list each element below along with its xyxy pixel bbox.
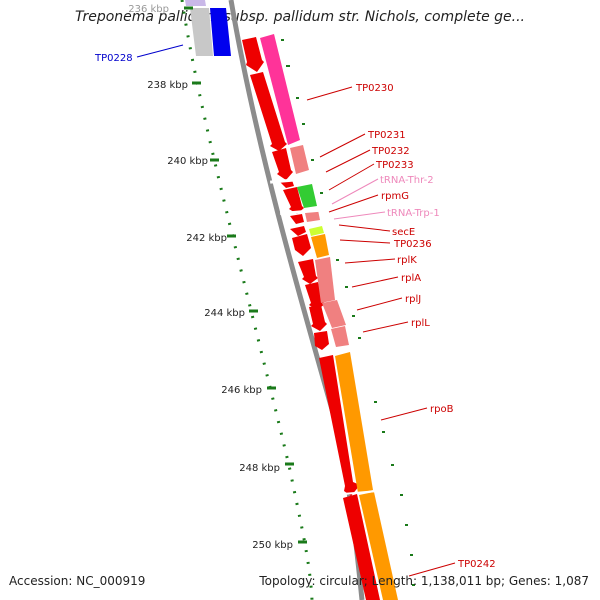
cds-arrow-rplL[interactable] <box>314 331 329 350</box>
trna-thr-2-block[interactable] <box>297 184 317 208</box>
feature-label[interactable]: rpmG <box>381 191 409 202</box>
feature-tp0228-block[interactable] <box>210 8 231 56</box>
feature-label[interactable]: tRNA-Trp-1 <box>387 208 440 219</box>
orange-block-rpoB[interactable] <box>335 352 373 493</box>
kbp-label: 242 kbp <box>186 233 227 244</box>
kbp-label: 238 kbp <box>147 80 188 91</box>
feature-label[interactable]: TP0231 <box>367 130 406 141</box>
gap <box>310 488 400 498</box>
feature-label[interactable]: TP0236 <box>393 239 432 250</box>
cds-arrow-rplK[interactable] <box>298 259 318 284</box>
feature-label[interactable]: rplA <box>401 273 421 284</box>
kbp-label: 250 kbp <box>252 540 293 551</box>
feature-label[interactable]: secE <box>392 227 415 238</box>
cds-arrow-tp0242[interactable] <box>343 494 380 600</box>
cds-arrow-tp0230[interactable] <box>242 37 264 72</box>
cds-arrow[interactable] <box>250 72 287 151</box>
cds-arrow-rpoB[interactable] <box>319 355 360 496</box>
rrna-block-tp0230[interactable] <box>260 34 300 145</box>
gap <box>270 175 331 184</box>
light-green-block[interactable] <box>309 226 324 236</box>
feature-label[interactable]: rplK <box>397 255 417 266</box>
light-block-tp0231[interactable] <box>290 145 309 174</box>
right-ticks <box>281 39 415 586</box>
kbp-label: 248 kbp <box>239 463 280 474</box>
cds-arrow-rplA[interactable] <box>305 282 325 310</box>
cds-arrow-rplJ[interactable] <box>309 305 327 331</box>
feature-label[interactable]: TP0232 <box>371 146 410 157</box>
feature-label[interactable]: TP0233 <box>375 160 414 171</box>
kbp-label: 236 kbp <box>128 4 169 15</box>
feature-label[interactable]: tRNA-Thr-2 <box>380 175 434 186</box>
light-block-rplK[interactable] <box>315 257 335 303</box>
accession-text: Accession: NC_000919 <box>9 574 146 588</box>
feature-label[interactable]: TP0230 <box>355 83 394 94</box>
map-title: Treponema pallidum subsp. pallidum str. … <box>75 9 525 25</box>
ruler-ticks <box>184 6 307 544</box>
light-block-rplL[interactable] <box>331 326 349 347</box>
cds-arrow-rpmG[interactable] <box>290 214 304 224</box>
cds-arrow-tp0231[interactable] <box>272 148 293 180</box>
feature-gray-block[interactable] <box>190 8 213 56</box>
feature-label[interactable]: TP0242 <box>457 559 496 570</box>
light-block-rplJ[interactable] <box>322 300 346 328</box>
cds-arrow-tp0236[interactable] <box>292 234 311 256</box>
trna-trp-1-block[interactable] <box>305 210 320 222</box>
orange-block-tp0236[interactable] <box>311 234 329 258</box>
cds-arrow-secE[interactable] <box>290 226 306 236</box>
feature-label[interactable]: TP0228 <box>94 53 133 64</box>
feature-label[interactable]: rplJ <box>405 294 421 305</box>
feature-label[interactable]: rplL <box>411 318 430 329</box>
gap <box>280 207 331 216</box>
label-leaders <box>136 44 456 577</box>
topology-text: Topology: circular; Length: 1,138,011 bp… <box>259 574 589 588</box>
feature-lavender-block[interactable] <box>185 0 206 6</box>
cds-arrow-tp0233[interactable] <box>283 187 304 214</box>
orange-block-tp0242[interactable] <box>359 492 398 600</box>
kbp-label: 240 kbp <box>167 156 208 167</box>
kbp-label: 244 kbp <box>204 308 245 319</box>
feature-label[interactable]: rpoB <box>430 404 454 415</box>
kbp-label: 246 kbp <box>221 385 262 396</box>
